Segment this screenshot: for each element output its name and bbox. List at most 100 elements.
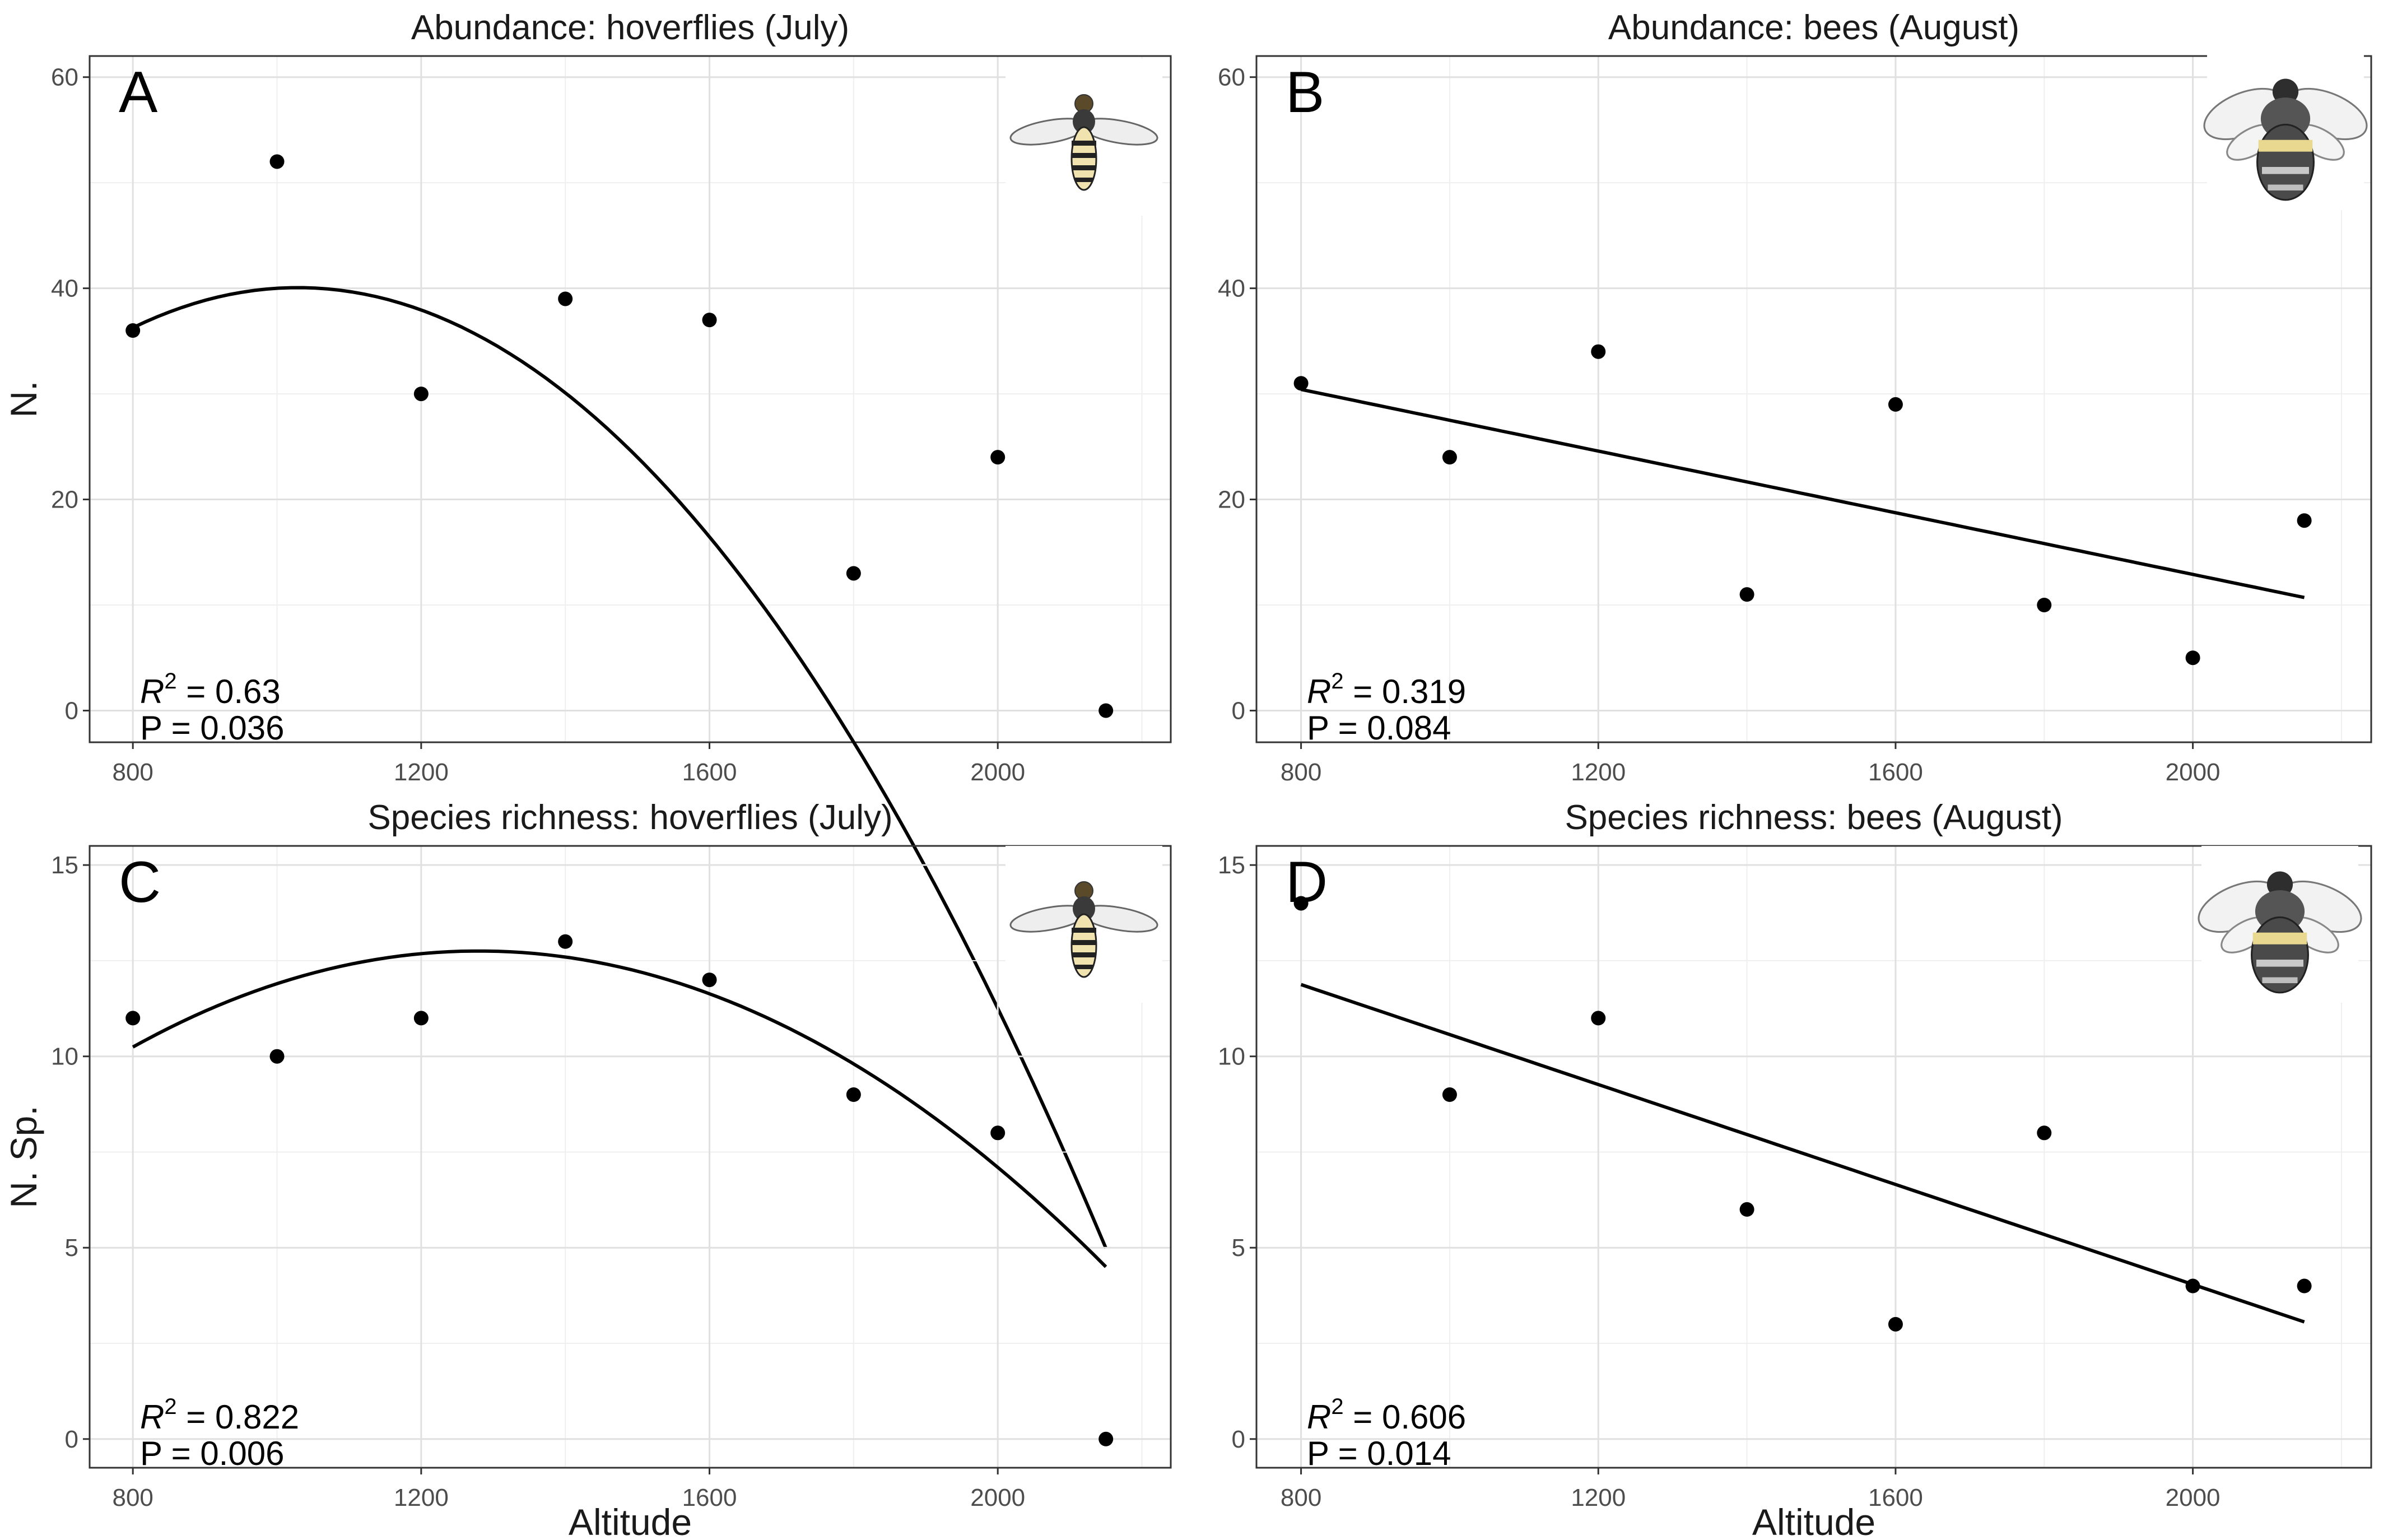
panel-a-frame [89,55,1172,743]
x-tick-label: 1600 [682,759,737,786]
data-point [1888,397,1903,412]
data-point [846,1087,861,1102]
panel-b-letter: B [1286,60,1324,125]
hoverfly-icon [1006,59,1162,216]
y-tick-label: 0 [65,697,78,724]
x-tick-label: 800 [112,1484,153,1511]
panel-a-gridlines [90,56,1171,742]
panel-b: Abundance: bees (August) 800 1200 1600 2000… [1218,8,2375,786]
panel-c-y-ticks: 0 5 10 15 [51,852,90,1453]
data-point [1442,1087,1457,1102]
hoverfly-icon [1006,846,1162,1003]
panel-d-gridlines [1256,846,2371,1468]
panel-a: Abundance: hoverflies (July) 800 1200 1600… [3,8,1172,1249]
data-point [413,1011,429,1026]
panel-d-points [1293,896,2312,1332]
panel-c-x-ticks: 800 1200 1600 2000 [112,1468,1025,1511]
panel-b-y-ticks: 0 20 40 60 [1218,64,1256,724]
panel-a-p-value: P = 0.036 [140,709,284,747]
panel-a-y-label: N. [3,381,44,418]
panel-d-x-ticks: 800 1200 1600 2000 [1281,1468,2221,1511]
panel-a-letter: A [119,60,158,125]
y-tick-label: 10 [1218,1043,1245,1071]
data-point [1098,1431,1114,1446]
panel-c-letter: C [119,850,161,915]
y-tick-label: 0 [1232,697,1245,724]
bee-icon [2190,846,2370,1003]
panel-a-y-ticks: 0 20 40 60 [51,64,90,724]
data-point [1442,450,1457,465]
data-point [2037,1125,2052,1141]
data-point [1591,1011,1606,1026]
x-tick-label: 1200 [1571,1484,1626,1511]
y-tick-label: 15 [51,852,78,879]
data-point [413,387,429,402]
data-point [1739,587,1754,602]
y-tick-label: 0 [1232,1426,1245,1453]
x-tick-label: 1600 [1868,759,1923,786]
bee-icon [2196,53,2375,210]
data-point [990,1125,1006,1141]
panel-b-fit-line [1300,388,2305,599]
data-point [1098,703,1114,718]
y-tick-label: 60 [51,64,78,91]
x-tick-label: 1200 [394,1484,449,1511]
panel-c-frame [89,845,1172,1469]
panel-c-x-label: Altitude [569,1501,692,1540]
panel-c-y-label: N. Sp. [3,1105,44,1208]
panel-d-letter: D [1286,850,1328,915]
panel-a-r2: R2 = 0.63 [140,669,281,710]
panel-d-fit-line [1300,983,2305,1324]
data-point [1739,1202,1754,1217]
panel-b-gridlines [1256,56,2371,742]
x-tick-label: 2000 [2166,1484,2221,1511]
y-tick-label: 10 [51,1043,78,1071]
data-point [1293,896,1309,911]
panel-c-title: Species richness: hoverflies (July) [367,798,892,837]
x-tick-label: 2000 [2166,759,2221,786]
y-tick-label: 0 [65,1426,78,1453]
x-tick-label: 1600 [1868,1484,1923,1511]
data-point [846,566,861,581]
data-point [269,154,285,169]
panel-b-x-ticks: 800 1200 1600 2000 [1281,742,2221,786]
panel-d-y-ticks: 0 5 10 15 [1218,852,1256,1453]
data-point [1591,344,1606,359]
y-tick-label: 40 [51,275,78,303]
x-tick-label: 800 [1281,759,1321,786]
panel-d-frame [1255,845,2372,1469]
data-point [125,323,141,338]
y-tick-label: 40 [1218,275,1245,303]
panel-a-fit-line [132,286,1107,1249]
panel-d-title: Species richness: bees (August) [1565,798,2063,837]
panel-b-p-value: P = 0.084 [1307,709,1451,747]
panel-b-frame [1255,55,2372,743]
data-point [269,1049,285,1064]
data-point [125,1011,141,1026]
x-tick-label: 2000 [970,759,1025,786]
panel-b-title: Abundance: bees (August) [1608,8,2019,47]
y-tick-label: 20 [51,486,78,514]
panel-c-points [125,934,1114,1446]
data-point [2185,650,2200,666]
panel-a-title: Abundance: hoverflies (July) [411,8,849,47]
panel-c-fit-line [132,949,1107,1268]
data-point [990,450,1006,465]
x-tick-label: 800 [112,759,153,786]
panel-d-p-value: P = 0.014 [1307,1435,1451,1472]
data-point [558,934,573,949]
data-point [558,291,573,306]
x-tick-label: 1600 [682,1484,737,1511]
panel-c-gridlines [90,846,1171,1468]
y-tick-label: 60 [1218,64,1245,91]
y-tick-label: 5 [65,1234,78,1262]
panel-b-points [1293,344,2312,666]
data-point [1888,1316,1903,1332]
data-point [2297,1278,2312,1294]
panel-c-r2: R2 = 0.822 [140,1394,299,1436]
panel-d-x-label: Altitude [1752,1501,1875,1540]
x-tick-label: 1200 [394,759,449,786]
y-tick-label: 20 [1218,486,1245,514]
panel-c: Species richness: hoverflies (July) 800 1… [3,798,1172,1540]
